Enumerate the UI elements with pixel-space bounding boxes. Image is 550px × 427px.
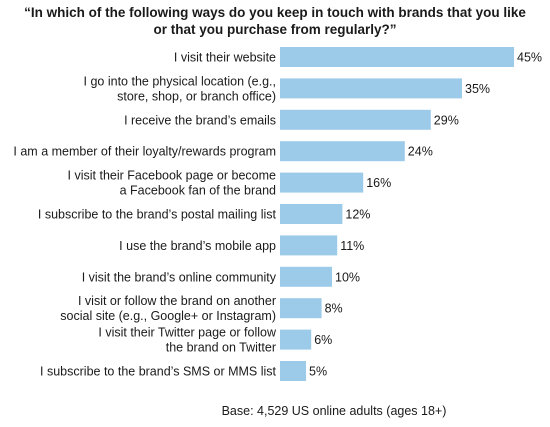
- category-label-1-line-1: I visit their website: [174, 51, 276, 65]
- category-label-1: I visit their website: [174, 51, 276, 65]
- category-label-10-line-1: I visit their Twitter page or follow: [98, 326, 277, 340]
- value-label-1: 45%: [517, 51, 542, 65]
- category-label-8-line-1: I visit the brand’s online community: [82, 270, 277, 284]
- value-label-8: 10%: [335, 270, 360, 284]
- bar-7: [280, 235, 338, 256]
- value-label-6: 12%: [345, 208, 370, 222]
- value-label-4: 24%: [408, 145, 433, 159]
- value-label-2: 35%: [465, 82, 490, 96]
- category-label-5-line-2: a Facebook fan of the brand: [120, 184, 276, 198]
- bar-11: [280, 361, 306, 381]
- value-label-11: 5%: [309, 365, 327, 379]
- category-label-7-line-1: I use the brand’s mobile app: [119, 239, 276, 253]
- value-label-7: 11%: [340, 239, 364, 253]
- category-label-5-line-1: I visit their Facebook page or become: [68, 169, 276, 183]
- category-label-10: I visit their Twitter page or follow the …: [98, 326, 277, 355]
- category-label-11: I subscribe to the brand’s SMS or MMS li…: [40, 365, 276, 379]
- value-label-9: 8%: [325, 302, 343, 316]
- category-label-2-line-1: I go into the physical location (e.g.,: [84, 74, 276, 88]
- category-label-9: I visit or follow the brand on another so…: [60, 294, 276, 323]
- category-label-2-line-2: store, shop, or branch office): [117, 89, 276, 103]
- bar-10: [280, 329, 312, 350]
- category-label-11-line-1: I subscribe to the brand’s SMS or MMS li…: [40, 365, 276, 379]
- bar-8: [280, 266, 332, 287]
- value-label-5: 16%: [366, 176, 391, 190]
- category-label-3: I receive the brand’s emails: [124, 113, 276, 127]
- category-label-4: I am a member of their loyalty/rewards p…: [13, 145, 276, 159]
- bar-3: [280, 109, 431, 130]
- value-label-3: 29%: [434, 113, 459, 127]
- category-label-6-line-1: I subscribe to the brand’s postal mailin…: [38, 208, 277, 222]
- category-label-2: I go into the physical location (e.g., st…: [84, 74, 276, 103]
- category-label-9-line-2: social site (e.g., Google+ or Instagram): [60, 309, 276, 323]
- category-label-5: I visit their Facebook page or become a F…: [68, 169, 276, 198]
- chart-title-line-1: “In which of the following ways do you k…: [24, 5, 526, 20]
- category-label-3-line-1: I receive the brand’s emails: [124, 113, 276, 127]
- category-label-7: I use the brand’s mobile app: [119, 239, 276, 253]
- bar-4: [280, 141, 405, 162]
- bar-1: [280, 47, 514, 67]
- chart-title-line-2: or that you purchase from regularly?”: [153, 22, 397, 37]
- bar-2: [280, 78, 462, 99]
- category-label-4-line-1: I am a member of their loyalty/rewards p…: [13, 145, 276, 159]
- category-label-6: I subscribe to the brand’s postal mailin…: [38, 208, 277, 222]
- chart-title: “In which of the following ways do you k…: [0, 4, 550, 38]
- chart-footnote: Base: 4,529 US online adults (ages 18+): [221, 404, 447, 418]
- bar-5: [280, 172, 364, 193]
- category-label-9-line-1: I visit or follow the brand on another: [78, 294, 276, 308]
- category-label-8: I visit the brand’s online community: [82, 270, 277, 284]
- category-label-10-line-2: the brand on Twitter: [166, 341, 276, 355]
- bar-6: [280, 204, 343, 224]
- value-label-10: 6%: [314, 333, 332, 347]
- bar-9: [280, 298, 322, 319]
